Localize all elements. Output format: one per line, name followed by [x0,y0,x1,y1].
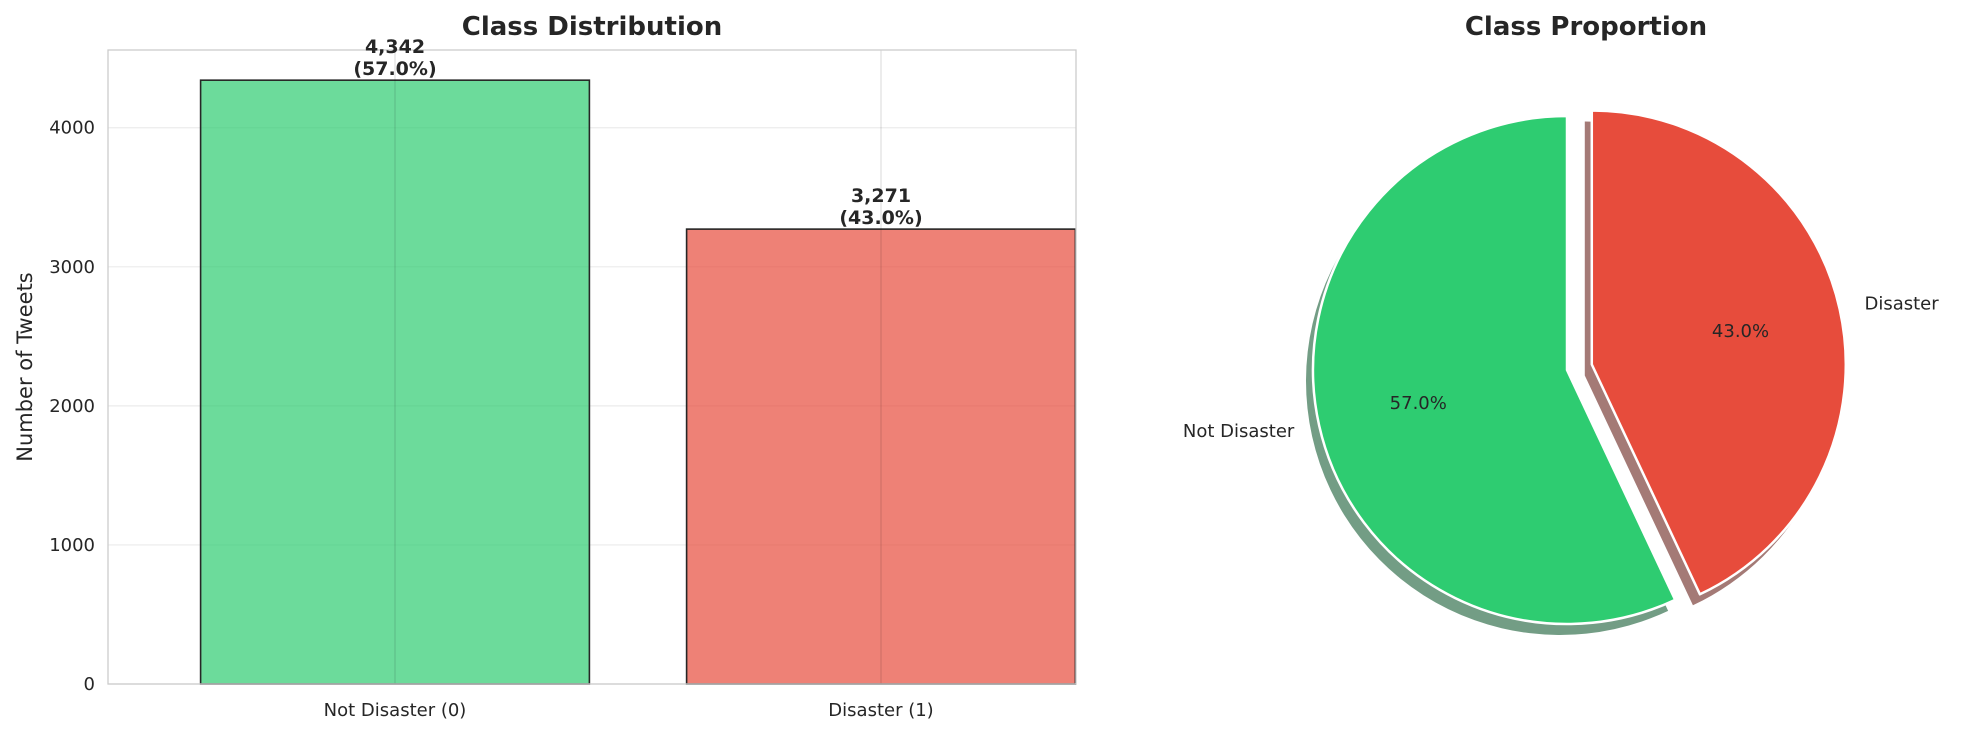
bar-chart: Class Distribution 0 1000 2000 3000 4000 Not… [13,12,1077,721]
pie-chart-title: Class Proportion [1465,12,1707,42]
pie-slice-0 [1311,114,1677,626]
bar-percent-label: (43.0%) [839,207,922,229]
bar-y-axis-label: Number of Tweets [13,272,37,462]
bar-series [199,79,1077,685]
bar-plot-frame [107,49,1077,685]
y-tick-label: 0 [84,674,95,695]
y-tick-label: 3000 [49,257,95,278]
bar-chart-title: Class Distribution [462,12,723,42]
pie-labels: Disaster 43.0% Not Disaster 57.0% [1183,294,1939,442]
bar-x-tick-labels: Not Disaster (0) Disaster (1) [324,700,934,721]
pie-slice-label: Not Disaster [1183,421,1295,442]
pie-percent-label: 57.0% [1390,393,1447,414]
pie-slice-label: Disaster [1864,294,1939,315]
y-tick-label: 2000 [49,396,95,417]
bar-value-label: 3,271 [851,185,911,207]
pie-slice-1 [1590,109,1848,596]
pie-chart: Class Proportion Disaster 43.0% Not Disast… [1183,12,1939,635]
bar-0 [199,79,591,685]
x-tick-label: Not Disaster (0) [324,700,467,721]
y-tick-label: 4000 [49,118,95,139]
pie-percent-label: 43.0% [1712,321,1769,342]
bar-percent-label: (57.0%) [353,58,436,80]
y-tick-label: 1000 [49,535,95,556]
x-tick-label: Disaster (1) [828,700,933,721]
bar-1 [685,228,1077,685]
bar-vertical-gridlines [394,50,882,684]
bar-y-tick-labels: 0 1000 2000 3000 4000 [49,118,95,695]
bar-value-label: 4,342 [365,36,425,58]
pie-wedges [1311,109,1848,626]
bar-data-labels: 4,342(57.0%) 3,271(43.0%) [353,36,922,229]
